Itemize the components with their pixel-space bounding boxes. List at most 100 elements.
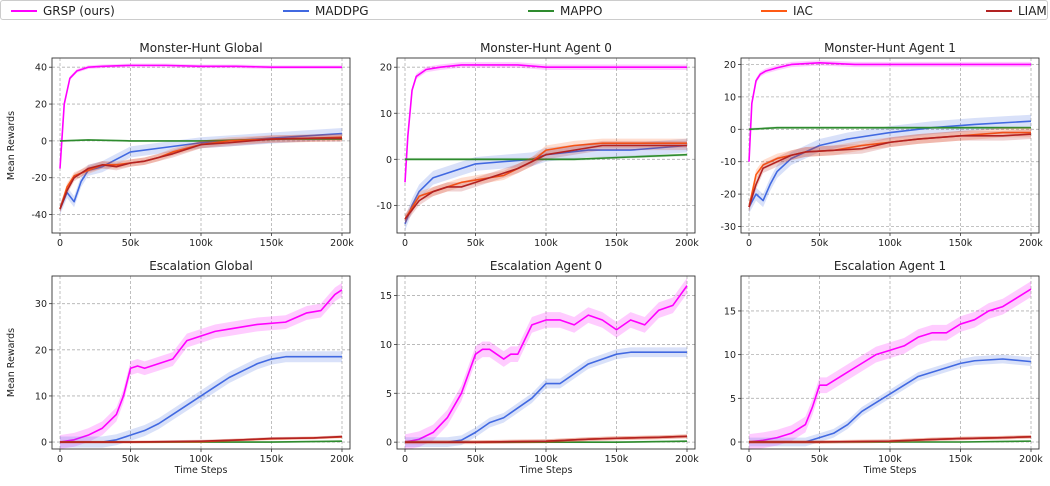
y-tick-label: 0 (386, 155, 392, 166)
y-tick-label: 0 (41, 438, 47, 449)
x-tick-label: 0 (402, 454, 408, 465)
chart-title: Monster-Hunt Global (139, 41, 262, 55)
series-band-maddpg (60, 128, 342, 215)
legend-swatch-grsp (11, 10, 37, 12)
chart-title: Escalation Agent 0 (490, 259, 602, 273)
series-line-grsp-ours (59, 64, 342, 169)
chart-title: Escalation Global (149, 259, 253, 273)
chart-title: Escalation Agent 1 (834, 259, 946, 273)
y-tick-label: 40 (35, 63, 47, 74)
legend-label-grsp: GRSP (ours) (43, 4, 115, 18)
x-tick-label: 200k (330, 238, 354, 249)
legend-label-maddpg: MADDPG (315, 4, 369, 18)
y-tick-label: 30 (35, 299, 47, 310)
y-tick-label: 10 (724, 92, 736, 103)
legend-swatch-maddpg (283, 10, 309, 12)
x-axis-label: Time Steps (863, 465, 917, 476)
x-tick-label: 50k (811, 238, 829, 249)
legend: GRSP (ours) MADDPG MAPPO IAC LIAM (0, 0, 1048, 20)
series-band-liam (749, 129, 1031, 212)
x-tick-label: 100k (534, 238, 558, 249)
y-tick-label: 10 (380, 109, 392, 120)
series-line-mappo (748, 126, 1031, 131)
y-tick-label: -10 (720, 157, 736, 168)
y-tick-label: 10 (35, 391, 47, 402)
y-tick-label: 0 (730, 438, 736, 449)
series-band-grsp-ours (60, 282, 342, 449)
legend-item-mappo: MAPPO (528, 3, 602, 19)
series-line-grsp-ours (59, 289, 343, 443)
series-line-grsp-ours (748, 288, 1032, 443)
y-tick-label: 15 (724, 306, 736, 317)
series-band-iac (405, 138, 687, 224)
x-tick-label: 50k (122, 238, 140, 249)
y-tick-label: 5 (730, 394, 736, 405)
legend-item-grsp: GRSP (ours) (11, 3, 115, 19)
x-tick-label: 0 (746, 454, 752, 465)
series-line-grsp-ours (404, 285, 688, 443)
y-tick-label: 10 (380, 340, 392, 351)
x-tick-label: 0 (57, 454, 63, 465)
subplot-monster-hunt-agent-0: 0 50k 100k 150k 200k -10 0 10 20 Monster-Hunt Age… (376, 41, 699, 249)
y-tick-label: 20 (380, 63, 392, 74)
y-tick-label: -20 (720, 190, 736, 201)
x-tick-label: 200k (330, 454, 354, 465)
series-line-liam (59, 137, 342, 210)
series-band-iac (60, 133, 342, 213)
legend-item-liam: LIAM (986, 3, 1047, 19)
x-tick-label: 100k (534, 454, 558, 465)
legend-label-liam: LIAM (1018, 4, 1047, 18)
x-tick-label: 50k (467, 238, 485, 249)
y-tick-label: 5 (386, 389, 392, 400)
chart-title: Monster-Hunt Agent 1 (824, 41, 956, 55)
x-tick-label: 200k (1019, 238, 1043, 249)
y-tick-label: -20 (31, 173, 47, 184)
x-tick-label: 50k (122, 454, 140, 465)
y-tick-label: 0 (730, 125, 736, 136)
series-line-mappo (405, 153, 688, 161)
y-tick-label: 20 (724, 60, 736, 71)
x-tick-label: 100k (189, 238, 213, 249)
legend-label-iac: IAC (793, 4, 813, 18)
x-tick-label: 150k (949, 238, 973, 249)
legend-swatch-mappo (528, 10, 554, 12)
series-line-liam (748, 133, 1032, 208)
y-tick-label: -30 (720, 222, 736, 233)
x-tick-label: 0 (57, 238, 63, 249)
x-tick-label: 100k (189, 454, 213, 465)
y-axis-label: Mean Rewards (6, 328, 17, 397)
y-tick-label: -10 (376, 201, 392, 212)
series-line-maddpg (60, 355, 342, 443)
x-tick-label: 200k (675, 238, 699, 249)
series-line-liam (404, 144, 687, 220)
x-tick-label: 150k (605, 454, 629, 465)
legend-swatch-liam (986, 10, 1012, 12)
y-tick-label: 20 (35, 100, 47, 111)
series-line-maddpg (404, 144, 688, 225)
series-line-liam (405, 435, 688, 443)
x-tick-label: 0 (402, 238, 408, 249)
series-band-maddpg (60, 351, 342, 448)
legend-swatch-iac (761, 10, 787, 12)
x-tick-label: 150k (949, 454, 973, 465)
x-axis-label: Time Steps (519, 465, 573, 476)
chart-title: Monster-Hunt Agent 0 (480, 41, 612, 55)
y-tick-label: 0 (41, 136, 47, 147)
subplot-escalation-global: 0 50k 100k 150k 200k 0 10 20 30 Escalation Global… (6, 259, 354, 476)
legend-item-iac: IAC (761, 3, 813, 19)
subplot-monster-hunt-global: 0 50k 100k 150k 200k -40 -20 0 20 40 Monster-Hunt … (6, 41, 354, 249)
y-axis-label: Mean Rewards (6, 111, 17, 180)
series-line-maddpg (749, 358, 1032, 443)
x-tick-label: 100k (878, 238, 902, 249)
x-tick-label: 150k (605, 238, 629, 249)
legend-item-maddpg: MADDPG (283, 3, 369, 19)
series-line-liam (60, 435, 343, 443)
series-band-maddpg (405, 138, 687, 231)
x-tick-label: 100k (878, 454, 902, 465)
series-line-liam (749, 435, 1032, 443)
series-line-grsp-ours (404, 64, 687, 183)
series-band-iac (749, 127, 1031, 212)
y-tick-label: 20 (35, 345, 47, 356)
subplot-monster-hunt-agent-1: 0 50k 100k 150k 200k -30 -20 -10 0 10 20 Monster-Hu… (720, 41, 1043, 249)
